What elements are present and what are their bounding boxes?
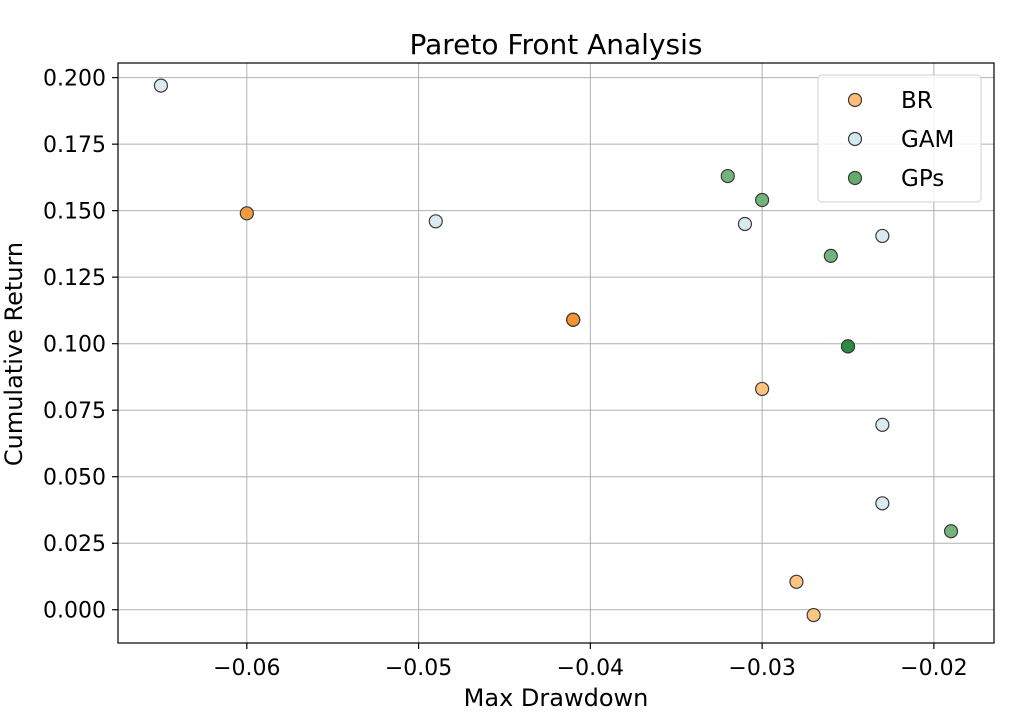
legend-marker-gps: [847, 170, 863, 186]
y-tick-label: 0.200: [43, 67, 106, 92]
point-gam: [737, 216, 753, 232]
x-tick-label: −0.02: [900, 656, 967, 681]
point-gam: [875, 417, 890, 432]
chart-title: Pareto Front Analysis: [409, 28, 702, 61]
point-gps: [943, 524, 959, 539]
point-br: [566, 312, 581, 327]
y-tick-label: 0.075: [43, 399, 106, 424]
point-gam: [428, 214, 443, 229]
point-br: [755, 381, 770, 397]
point-gam: [875, 228, 890, 244]
y-tick-label: 0.125: [43, 266, 106, 291]
point-gps: [720, 168, 735, 184]
x-tick-label: −0.04: [557, 656, 624, 681]
point-gps: [840, 339, 856, 354]
y-tick-label: 0.050: [43, 466, 106, 491]
x-axis-label: Max Drawdown: [464, 684, 649, 712]
point-br: [806, 607, 821, 623]
data-points: [153, 78, 959, 623]
legend-marker-br: [847, 92, 863, 108]
x-tick-label: −0.06: [213, 656, 280, 681]
y-tick-label: 0.100: [43, 333, 106, 358]
y-tick-label: 0.000: [43, 599, 106, 624]
x-axis-ticks: −0.06 −0.05 −0.04 −0.03 −0.02: [213, 643, 968, 681]
x-tick-label: −0.05: [385, 656, 452, 681]
plot-frame: [117, 62, 995, 644]
legend: BR GAM GPs: [817, 74, 982, 203]
point-gam: [875, 496, 890, 511]
legend-marker-gam: [847, 131, 863, 147]
legend-label-gam: GAM: [901, 127, 954, 153]
point-br: [239, 206, 254, 221]
point-gps: [755, 192, 770, 208]
x-tick-label: −0.03: [728, 656, 795, 681]
legend-label-gps: GPs: [901, 166, 944, 192]
y-axis-label: Cumulative Return: [0, 242, 28, 466]
legend-box: [817, 74, 982, 203]
point-gam: [153, 78, 169, 93]
y-tick-label: 0.175: [43, 133, 106, 158]
point-gps: [823, 248, 838, 263]
point-br: [789, 574, 804, 589]
y-tick-label: 0.025: [43, 532, 106, 557]
y-tick-label: 0.150: [43, 200, 106, 225]
y-axis-ticks: 0.000 0.025 0.050 0.075 0.100 0.125 0.150 0.175…: [43, 67, 118, 624]
legend-label-br: BR: [901, 88, 933, 114]
